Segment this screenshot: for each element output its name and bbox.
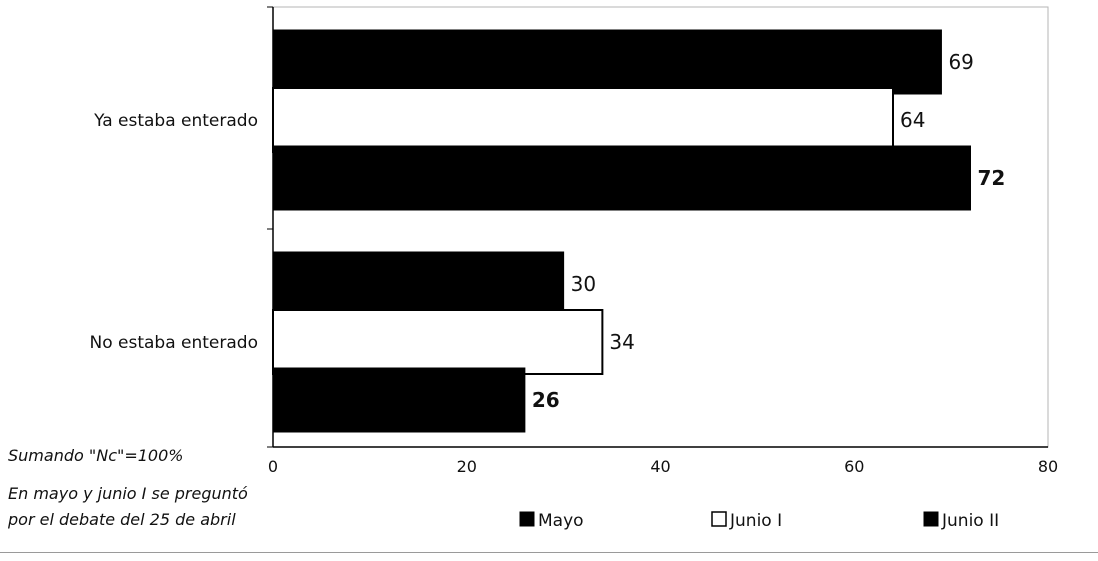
category-label-ya-estaba-enterado: Ya estaba enterado	[93, 111, 258, 131]
value-label-junio-i-no-estaba-enterado: 34	[609, 330, 634, 354]
x-tick-label-0: 0	[268, 457, 278, 476]
legend-swatch-junio-ii	[923, 511, 939, 527]
legend-label-junio-ii: Junio II	[941, 511, 999, 531]
bar-mayo-no-estaba-enterado	[272, 251, 565, 317]
legend-label-mayo: Mayo	[538, 511, 584, 531]
x-tick-label-80: 80	[1038, 457, 1058, 476]
category-label-no-estaba-enterado: No estaba enterado	[90, 333, 259, 353]
value-label-junio-ii-ya-estaba-enterado: 72	[978, 166, 1006, 190]
value-label-mayo-ya-estaba-enterado: 69	[948, 50, 973, 74]
value-label-junio-ii-no-estaba-enterado: 26	[532, 388, 560, 412]
x-tick-labels-group: 0 20 40 60 80	[268, 457, 1058, 476]
x-tick-label-40: 40	[650, 457, 670, 476]
legend-swatch-junio-i	[711, 511, 727, 527]
category-labels-group: Ya estaba enterado No estaba enterado	[90, 111, 259, 353]
value-label-junio-i-ya-estaba-enterado: 64	[900, 108, 925, 132]
value-labels-group: 69 64 72 30 34 26	[532, 50, 1005, 412]
bars-group	[272, 29, 971, 433]
bar-junio-i-ya-estaba-enterado	[272, 87, 894, 153]
x-tick-label-20: 20	[457, 457, 477, 476]
bar-junio-i-no-estaba-enterado	[272, 309, 604, 375]
bar-junio-ii-no-estaba-enterado	[272, 367, 526, 433]
value-label-mayo-no-estaba-enterado: 30	[571, 272, 596, 296]
bar-junio-ii-ya-estaba-enterado	[272, 145, 971, 211]
bottom-rule	[0, 552, 1098, 553]
legend: Mayo Junio I Junio II	[519, 511, 999, 531]
note-question-2: por el debate del 25 de abril	[8, 510, 236, 529]
legend-label-junio-i: Junio I	[729, 511, 782, 531]
legend-swatch-mayo	[519, 511, 535, 527]
note-question-1: En mayo y junio I se preguntó	[8, 484, 248, 503]
x-tick-label-60: 60	[844, 457, 864, 476]
bar-mayo-ya-estaba-enterado	[272, 29, 942, 95]
note-sum: Sumando "Nc"=100%	[8, 446, 184, 465]
